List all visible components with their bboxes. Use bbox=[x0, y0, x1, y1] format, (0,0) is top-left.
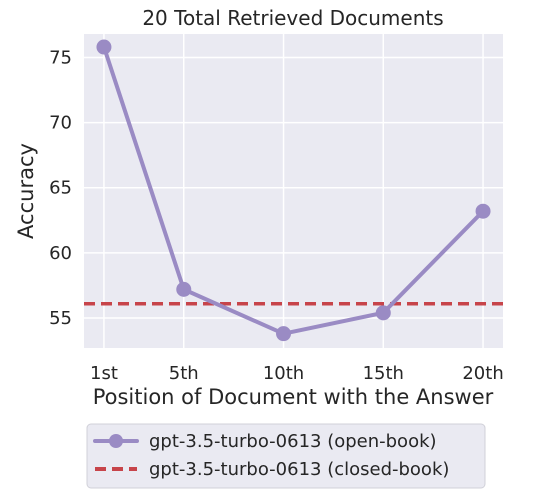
y-axis-label: Accuracy bbox=[14, 143, 38, 239]
x-axis-ticks: 1st 5th 10th 15th 20th bbox=[90, 363, 504, 384]
y-axis-ticks: 55 60 65 70 75 bbox=[49, 47, 72, 329]
x-axis-label: Position of Document with the Answer bbox=[93, 385, 494, 409]
grid-lines bbox=[84, 34, 503, 348]
y-tick-label: 70 bbox=[49, 113, 72, 134]
open-book-point bbox=[475, 203, 491, 219]
x-tick-label: 1st bbox=[90, 363, 118, 384]
y-tick-label: 60 bbox=[49, 243, 72, 264]
y-tick-label: 65 bbox=[49, 178, 72, 199]
x-tick-label: 15th bbox=[363, 363, 404, 384]
x-tick-label: 5th bbox=[169, 363, 199, 384]
open-book-point bbox=[96, 39, 112, 55]
y-tick-label: 55 bbox=[49, 308, 72, 329]
legend-box bbox=[86, 423, 486, 489]
legend-label-open-book: gpt-3.5-turbo-0613 (open-book) bbox=[149, 431, 437, 452]
chart-title: 20 Total Retrieved Documents bbox=[142, 6, 443, 30]
legend-open-book-marker bbox=[109, 434, 123, 448]
series-layer bbox=[84, 39, 503, 342]
legend-label-closed-book: gpt-3.5-turbo-0613 (closed-book) bbox=[149, 459, 449, 480]
legend: gpt-3.5-turbo-0613 (open-book) gpt-3.5-t… bbox=[86, 423, 486, 489]
x-tick-label: 10th bbox=[263, 363, 304, 384]
open-book-point bbox=[276, 326, 292, 342]
open-book-point bbox=[375, 305, 391, 321]
y-tick-label: 75 bbox=[49, 47, 72, 68]
plot-area bbox=[84, 34, 503, 348]
x-tick-label: 20th bbox=[462, 363, 503, 384]
open-book-point bbox=[176, 281, 192, 297]
